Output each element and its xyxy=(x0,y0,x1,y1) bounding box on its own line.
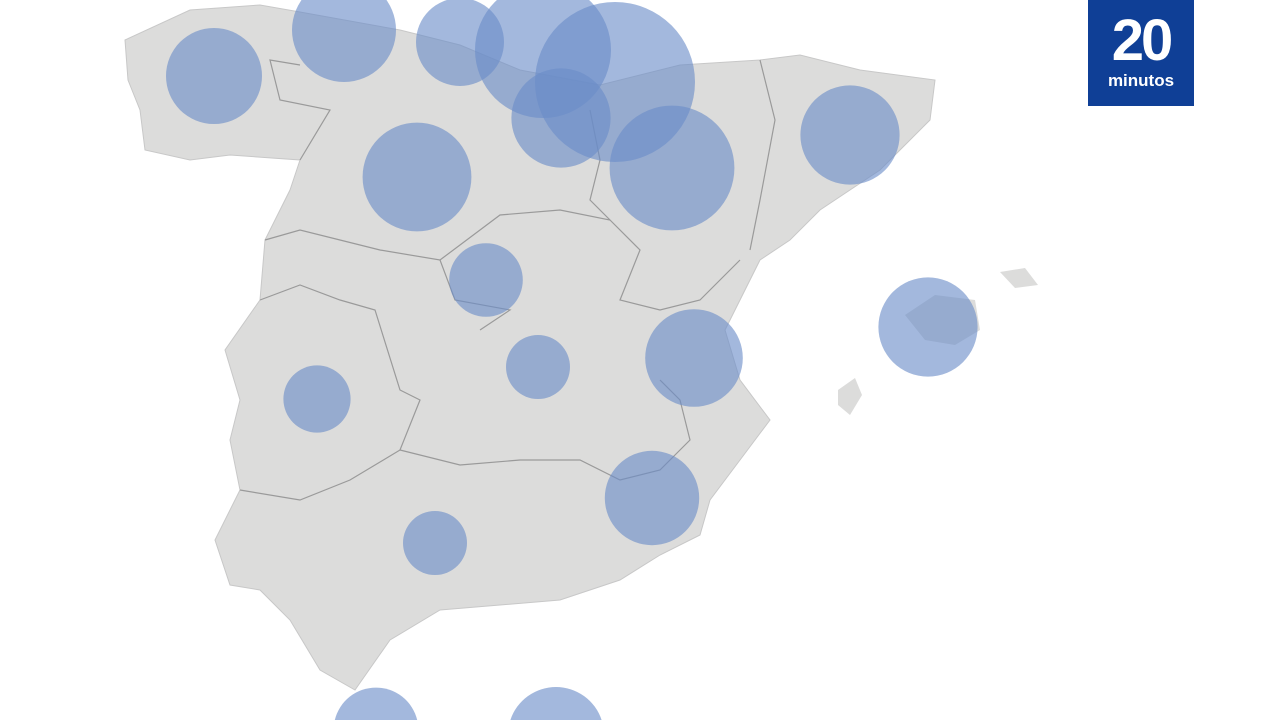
data-bubble xyxy=(449,243,523,317)
data-bubble xyxy=(510,687,602,720)
logo-word: minutos xyxy=(1107,71,1175,90)
menorca xyxy=(1000,268,1038,288)
data-bubble xyxy=(878,277,978,377)
border xyxy=(264,209,741,311)
data-bubble xyxy=(362,122,472,232)
data-bubble xyxy=(166,28,262,124)
border xyxy=(269,59,331,161)
logo-number: 20 xyxy=(1111,8,1174,73)
data-bubble xyxy=(800,85,900,185)
data-bubble xyxy=(511,68,611,168)
data-bubble xyxy=(283,365,351,433)
data-bubble xyxy=(292,0,396,82)
ibiza xyxy=(838,378,862,415)
20minutos-logo: 20 minutos xyxy=(1088,0,1194,106)
data-bubble xyxy=(604,450,700,546)
data-bubble xyxy=(334,687,418,720)
border xyxy=(749,59,776,251)
data-bubble xyxy=(506,335,570,399)
data-bubble xyxy=(645,309,743,407)
bubbles xyxy=(166,0,978,720)
data-bubble xyxy=(609,105,735,231)
border xyxy=(239,284,421,501)
data-bubble xyxy=(403,511,467,575)
